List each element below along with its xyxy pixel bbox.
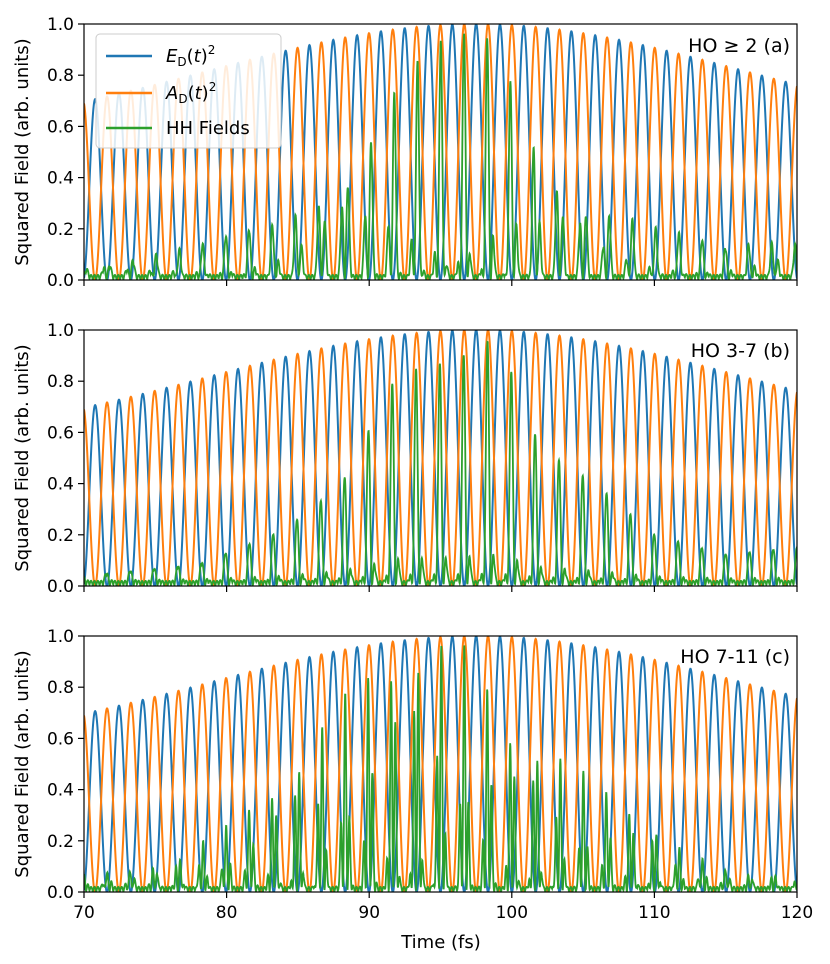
y-tick-label: 0.0 — [47, 271, 74, 291]
y-tick-label: 0.6 — [47, 729, 74, 749]
y-tick-label: 0.2 — [47, 832, 74, 852]
legend-box — [95, 33, 282, 149]
panel-c-plot-area: 0.0 0.2 0.4 0.6 0.8 1.0 70 80 90 100 110 120 — [47, 627, 813, 923]
legend: ED(t)2 AD(t)2 HH Fields — [95, 33, 282, 149]
x-tick-label: 120 — [781, 903, 813, 923]
series-a-line — [84, 330, 797, 586]
panel-b-plot-area: 0.0 0.2 0.4 0.6 0.8 1.0 — [47, 321, 798, 597]
y-tick-label: 0.6 — [47, 117, 74, 137]
panel-b-label: HO 3-7 (b) — [691, 340, 790, 362]
y-tick-label: 0.2 — [47, 526, 74, 546]
y-tick-label: 0.4 — [47, 781, 74, 801]
y-tick-label: 0.8 — [47, 66, 74, 86]
axes-frame — [83, 23, 798, 281]
legend-label-hh: HH Fields — [166, 118, 250, 139]
y-tick-label: 0.8 — [47, 372, 74, 392]
series-hh-line — [84, 33, 797, 280]
panel-a-label: HO ≥ 2 (a) — [688, 35, 790, 57]
axes-frame — [83, 329, 798, 587]
legend-label-a: AD(t)2 — [165, 80, 216, 106]
panel-c-label: HO 7-11 (c) — [680, 646, 790, 668]
panel-c-ylabel: Squared Field (arb. units) — [12, 650, 33, 877]
series-a-line — [84, 636, 797, 892]
panel-c: 0.0 0.2 0.4 0.6 0.8 1.0 70 80 90 100 110 120 HO 7-1… — [12, 627, 813, 953]
x-tick-label: 80 — [216, 903, 238, 923]
series-hh-line — [84, 645, 797, 892]
x-tick-label: 70 — [73, 903, 95, 923]
y-tick-label: 1.0 — [47, 321, 74, 341]
y-tick-label: 0.0 — [47, 883, 74, 903]
series-hh-line — [84, 340, 797, 586]
x-tick-label: 90 — [358, 903, 380, 923]
panel-b: 0.0 0.2 0.4 0.6 0.8 1.0 HO 3-7 (b) Squared Fi… — [12, 321, 798, 597]
y-tick-label: 0.0 — [47, 577, 74, 597]
x-tick-label: 100 — [496, 903, 528, 923]
series-lines — [84, 330, 797, 586]
y-tick-label: 1.0 — [47, 627, 74, 647]
legend-label-e: ED(t)2 — [166, 43, 215, 69]
series-lines — [84, 636, 797, 892]
y-tick-label: 0.4 — [47, 169, 74, 189]
y-tick-label: 0.2 — [47, 220, 74, 240]
y-tick-label: 0.6 — [47, 423, 74, 443]
y-tick-label: 1.0 — [47, 15, 74, 35]
x-axis-label: Time (fs) — [400, 932, 481, 953]
y-tick-label: 0.8 — [47, 678, 74, 698]
panel-a: 0.0 0.2 0.4 0.6 0.8 1.0 HO ≥ 2 (a) Squared Fi… — [12, 15, 798, 291]
panel-a-ylabel: Squared Field (arb. units) — [12, 38, 33, 265]
axes-frame — [83, 635, 798, 893]
panel-b-ylabel: Squared Field (arb. units) — [12, 344, 33, 571]
x-tick-label: 110 — [638, 903, 670, 923]
y-tick-label: 0.4 — [47, 475, 74, 495]
